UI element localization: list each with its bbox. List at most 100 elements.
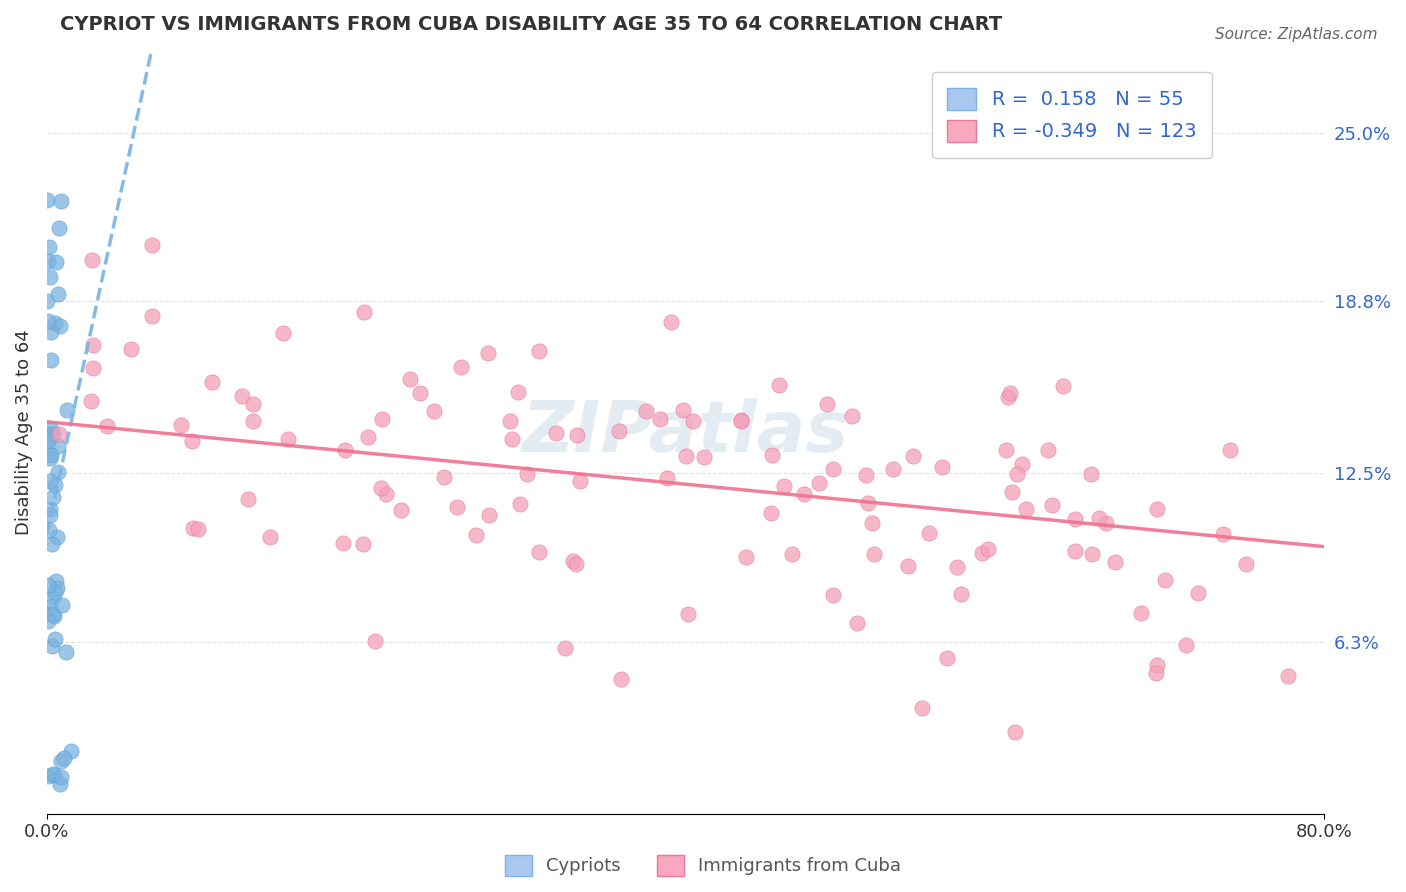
Point xyxy=(48,220,70,235)
Point xyxy=(38,426,60,441)
Point xyxy=(544,426,567,441)
Point xyxy=(855,467,877,482)
Point xyxy=(773,478,796,492)
Point xyxy=(422,404,444,418)
Point xyxy=(1040,499,1063,513)
Point xyxy=(1064,544,1087,558)
Point xyxy=(911,701,934,715)
Point xyxy=(516,467,538,481)
Point xyxy=(46,466,69,480)
Point xyxy=(44,478,66,492)
Point xyxy=(96,419,118,434)
Point xyxy=(1234,557,1257,571)
Point xyxy=(1146,657,1168,672)
Point xyxy=(38,501,60,516)
Point xyxy=(995,442,1018,457)
Point xyxy=(931,460,953,475)
Point xyxy=(49,754,72,768)
Point xyxy=(450,360,472,375)
Point xyxy=(271,326,294,340)
Point xyxy=(1187,586,1209,600)
Point xyxy=(1144,665,1167,680)
Point xyxy=(41,422,63,436)
Point xyxy=(37,431,59,445)
Point xyxy=(333,443,356,458)
Point xyxy=(1087,510,1109,524)
Point xyxy=(277,433,299,447)
Point xyxy=(1219,442,1241,457)
Point xyxy=(554,641,576,656)
Point xyxy=(51,598,73,612)
Point xyxy=(446,500,468,514)
Point xyxy=(508,385,530,400)
Point xyxy=(1011,457,1033,471)
Point xyxy=(49,194,72,208)
Point xyxy=(370,481,392,495)
Point xyxy=(37,434,59,448)
Point xyxy=(389,503,412,517)
Point xyxy=(780,547,803,561)
Point xyxy=(860,516,883,530)
Point xyxy=(1174,638,1197,652)
Point xyxy=(375,487,398,501)
Point xyxy=(735,550,758,565)
Point xyxy=(610,672,633,686)
Point xyxy=(565,427,588,442)
Point xyxy=(370,412,392,426)
Point xyxy=(353,304,375,318)
Point xyxy=(634,403,657,417)
Point xyxy=(692,450,714,464)
Y-axis label: Disability Age 35 to 64: Disability Age 35 to 64 xyxy=(15,329,32,535)
Point xyxy=(80,393,103,408)
Point xyxy=(607,425,630,439)
Point xyxy=(35,606,58,620)
Point xyxy=(44,768,66,782)
Point xyxy=(564,557,586,571)
Point xyxy=(38,599,60,614)
Point xyxy=(46,439,69,453)
Point xyxy=(49,318,72,333)
Point xyxy=(761,448,783,462)
Point xyxy=(768,377,790,392)
Point xyxy=(242,397,264,411)
Point xyxy=(997,390,1019,404)
Point xyxy=(1001,485,1024,500)
Point xyxy=(44,608,66,623)
Point xyxy=(730,412,752,426)
Point xyxy=(38,239,60,253)
Text: CYPRIOT VS IMMIGRANTS FROM CUBA DISABILITY AGE 35 TO 64 CORRELATION CHART: CYPRIOT VS IMMIGRANTS FROM CUBA DISABILI… xyxy=(59,15,1002,34)
Point xyxy=(432,470,454,484)
Point xyxy=(44,584,66,599)
Point xyxy=(141,309,163,323)
Point xyxy=(672,403,695,417)
Point xyxy=(259,530,281,544)
Point xyxy=(39,325,62,339)
Point xyxy=(917,525,939,540)
Point xyxy=(82,338,104,352)
Point xyxy=(42,490,65,504)
Point xyxy=(37,769,59,783)
Point xyxy=(352,537,374,551)
Point xyxy=(498,414,520,428)
Point xyxy=(509,497,531,511)
Point xyxy=(501,432,523,446)
Point xyxy=(950,587,973,601)
Point xyxy=(60,744,83,758)
Point xyxy=(527,545,550,559)
Point xyxy=(37,578,59,592)
Point xyxy=(1153,573,1175,587)
Point xyxy=(39,508,62,523)
Point xyxy=(1146,501,1168,516)
Point xyxy=(399,372,422,386)
Point xyxy=(45,254,67,268)
Text: ZIPatlas: ZIPatlas xyxy=(522,398,849,467)
Point xyxy=(808,475,831,490)
Point xyxy=(897,558,920,573)
Point xyxy=(568,474,591,488)
Point xyxy=(972,546,994,560)
Point xyxy=(141,238,163,252)
Point xyxy=(1129,606,1152,620)
Point xyxy=(39,475,62,489)
Point xyxy=(730,414,752,428)
Point xyxy=(41,537,63,551)
